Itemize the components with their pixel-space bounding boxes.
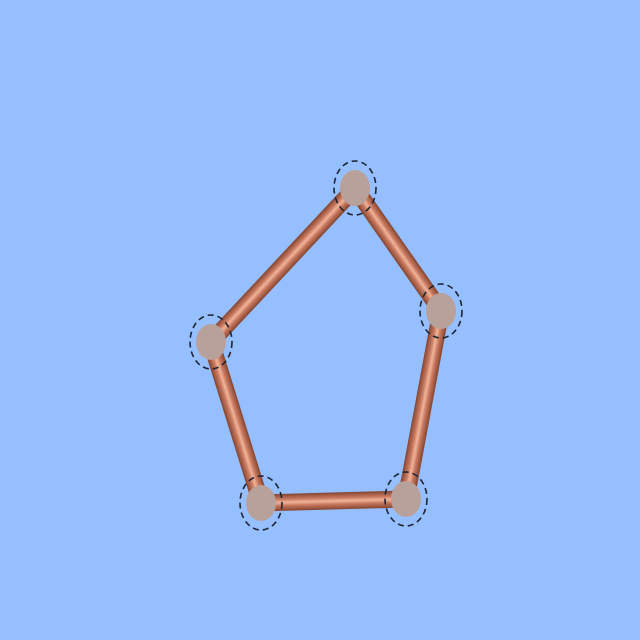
selection-ring xyxy=(419,283,463,339)
selection-ring xyxy=(189,314,233,370)
rod-bottom-left-to-left xyxy=(203,339,269,506)
node-left[interactable] xyxy=(189,314,233,370)
selection-ring xyxy=(239,475,283,531)
node-bottom-right[interactable] xyxy=(384,471,428,527)
node-top[interactable] xyxy=(333,160,377,216)
rod-layer xyxy=(203,183,449,512)
node-joint[interactable] xyxy=(340,170,370,206)
node-layer xyxy=(189,160,463,531)
selection-ring xyxy=(333,160,377,216)
node-joint[interactable] xyxy=(196,324,226,360)
rod-top-to-right xyxy=(349,184,447,315)
rod-left-to-top xyxy=(205,183,361,347)
selection-ring xyxy=(384,471,428,527)
node-joint[interactable] xyxy=(391,481,421,517)
node-bottom-left[interactable] xyxy=(239,475,283,531)
node-joint[interactable] xyxy=(246,485,276,521)
node-right[interactable] xyxy=(419,283,463,339)
node-joint[interactable] xyxy=(426,293,456,329)
